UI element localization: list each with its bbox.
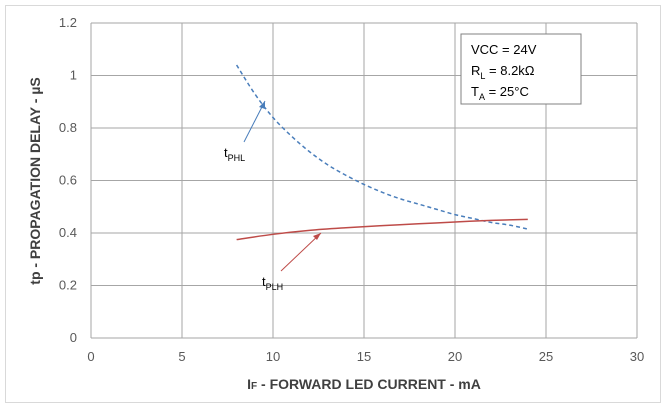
x-tick-label: 20 <box>448 349 462 364</box>
y-tick-labels: 0 0.2 0.4 0.6 0.8 1 1.2 <box>59 15 77 345</box>
conditions-box <box>460 33 582 105</box>
arrow-tphl <box>243 100 266 143</box>
x-tick-label: 0 <box>87 349 94 364</box>
y-tick-label: 1.2 <box>59 15 77 30</box>
x-tick-label: 10 <box>266 349 280 364</box>
series-label-tphl: tPHL <box>224 145 245 163</box>
condition-vcc: VCC = 24V <box>471 42 537 57</box>
condition-rl: RL = 8.2kΩ <box>471 63 535 81</box>
y-tick-label: 0.2 <box>59 278 77 293</box>
series-label-tplh: tPLH <box>262 274 283 292</box>
arrow-tplh-head <box>313 233 321 240</box>
y-tick-label: 1 <box>70 68 77 83</box>
x-tick-label: 25 <box>539 349 553 364</box>
condition-ta: TA = 25°C <box>471 84 529 102</box>
x-tick-label: 15 <box>357 349 371 364</box>
x-tick-label: 5 <box>178 349 185 364</box>
y-tick-label: 0.4 <box>59 225 77 240</box>
x-tick-label: 30 <box>630 349 644 364</box>
y-tick-label: 0.6 <box>59 173 77 188</box>
x-axis-title: IF - FORWARD LED CURRENT - mA <box>247 376 481 392</box>
y-tick-label: 0 <box>70 330 77 345</box>
y-tick-label: 0.8 <box>59 120 77 135</box>
series-tphl-line <box>235 64 528 230</box>
chart-frame <box>5 5 661 403</box>
series-tplh-line <box>236 218 528 241</box>
arrow-tphl-head <box>259 101 265 109</box>
y-axis-title: tp - PROPAGATION DELAY - µS <box>27 77 43 284</box>
x-tick-labels: 0 5 10 15 20 25 30 <box>87 349 644 364</box>
arrow-tplh <box>280 232 322 272</box>
